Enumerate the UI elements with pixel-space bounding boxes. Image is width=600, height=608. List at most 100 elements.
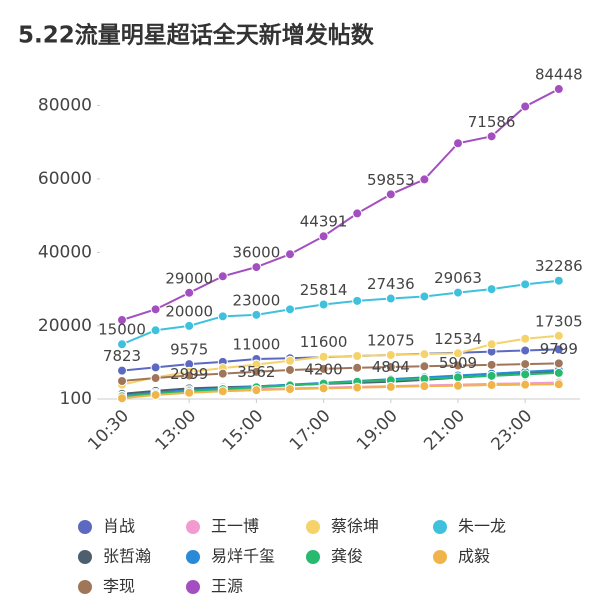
value-label: 20000 — [165, 302, 213, 320]
value-label: 12534 — [434, 330, 482, 348]
data-point — [285, 355, 295, 366]
data-point — [217, 386, 228, 397]
data-point — [553, 367, 564, 378]
chart-title: 5.22流量明星超话全天新增发帖数 — [18, 22, 375, 49]
data-point — [184, 287, 195, 298]
x-tick-label: 13:00 — [151, 406, 200, 455]
data-point — [285, 384, 295, 395]
data-point — [553, 344, 564, 355]
data-point — [553, 358, 564, 369]
legend-label: 朱一龙 — [458, 517, 506, 536]
data-point — [251, 309, 262, 320]
data-point — [453, 287, 463, 298]
data-point — [453, 348, 463, 359]
value-label: 3562 — [237, 363, 275, 381]
legend-swatch — [306, 550, 320, 564]
data-point — [117, 375, 127, 386]
data-point — [553, 84, 564, 95]
value-label: 4200 — [305, 360, 343, 378]
legend-label: 李现 — [103, 577, 135, 596]
x-tick-label: 17:00 — [286, 406, 335, 455]
data-point — [318, 299, 329, 310]
value-label: 11000 — [233, 335, 281, 353]
data-point — [453, 372, 463, 383]
data-point — [553, 275, 564, 286]
data-point — [553, 379, 564, 390]
data-point — [150, 389, 161, 400]
legend-item: 龚俊 — [306, 547, 363, 566]
data-point — [318, 383, 329, 394]
legend-item: 易烊千玺 — [186, 547, 275, 566]
data-point — [486, 339, 497, 350]
value-label: 17305 — [535, 312, 583, 330]
data-point — [553, 330, 564, 341]
legend-swatch — [433, 520, 447, 534]
value-label: 9575 — [170, 341, 208, 359]
data-point — [419, 381, 430, 392]
legend-item: 成毅 — [433, 547, 490, 566]
data-point — [486, 359, 497, 370]
value-label: 9799 — [540, 340, 578, 358]
data-point — [520, 379, 531, 390]
value-label: 36000 — [233, 244, 281, 262]
data-point — [520, 369, 531, 380]
value-label: 27436 — [367, 275, 415, 293]
data-point — [184, 320, 195, 331]
data-point — [217, 271, 228, 282]
data-point — [150, 362, 161, 373]
value-label: 15000 — [98, 321, 146, 339]
data-point — [318, 231, 329, 242]
series-line — [121, 362, 559, 382]
data-point — [285, 364, 295, 375]
data-point — [385, 293, 396, 304]
data-point — [318, 363, 329, 374]
data-point — [520, 101, 531, 112]
value-label: 12075 — [367, 331, 415, 349]
data-point — [419, 361, 430, 372]
value-label: 29000 — [165, 269, 213, 287]
value-label: 23000 — [233, 291, 281, 309]
legend-label: 王一博 — [211, 517, 259, 536]
data-point — [385, 349, 396, 360]
data-point — [352, 295, 363, 306]
value-label: 11600 — [300, 333, 348, 351]
value-label: 71586 — [468, 113, 516, 131]
value-label: 4804 — [372, 358, 410, 376]
data-point — [117, 339, 127, 350]
legend-swatch — [306, 520, 320, 534]
legend-item: 朱一龙 — [433, 517, 506, 536]
data-point — [419, 174, 430, 185]
legend-swatch — [186, 520, 200, 534]
value-label: 29063 — [434, 269, 482, 287]
legend-item: 肖战 — [78, 517, 135, 536]
data-point — [385, 189, 396, 200]
data-point — [117, 393, 127, 404]
series-line — [121, 383, 559, 400]
data-point — [150, 325, 161, 336]
x-tick-label: 19:00 — [353, 406, 402, 455]
data-point — [520, 279, 531, 290]
data-point — [184, 387, 195, 398]
data-point — [419, 291, 430, 302]
legend-swatch — [186, 580, 200, 594]
lines — [121, 88, 560, 400]
data-point — [453, 138, 463, 149]
legend-swatch — [78, 550, 92, 564]
x-tick-label: 21:00 — [420, 406, 469, 455]
data-point — [453, 380, 463, 391]
data-point — [251, 262, 262, 273]
legend-label: 龚俊 — [331, 547, 363, 566]
legend-swatch — [78, 580, 92, 594]
data-point — [352, 362, 363, 373]
data-point — [520, 359, 531, 370]
data-point — [150, 373, 161, 384]
y-tick-label: 40000 — [38, 242, 92, 262]
legend-swatch — [433, 550, 447, 564]
value-label: 2999 — [170, 365, 208, 383]
legend-label: 王源 — [211, 577, 243, 596]
data-point — [117, 365, 127, 376]
legend-item: 蔡徐坤 — [306, 517, 379, 536]
data-point — [453, 360, 463, 371]
value-label: 44391 — [300, 213, 348, 231]
